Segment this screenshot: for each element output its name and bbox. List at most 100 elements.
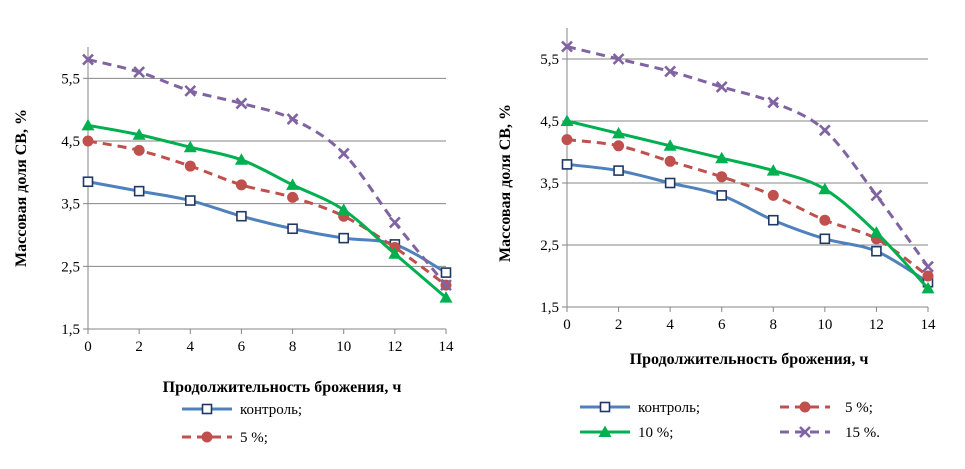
data-point <box>561 159 573 170</box>
data-point <box>133 144 145 156</box>
data-point <box>767 96 780 109</box>
series-10 <box>560 114 935 294</box>
series-line <box>566 45 930 268</box>
data-point <box>921 281 935 294</box>
data-point <box>560 114 574 126</box>
data-point <box>184 160 196 172</box>
legend-entry: контроль; <box>580 400 700 416</box>
data-point <box>439 291 453 303</box>
data-point <box>287 223 298 235</box>
y-tick-label: 2,5 <box>61 259 80 275</box>
y-tick-label: 1,5 <box>61 322 80 338</box>
legend-label: 15 %. <box>845 425 880 441</box>
series-line <box>566 162 929 284</box>
data-point <box>818 124 831 137</box>
x-tick-label: 4 <box>187 339 195 355</box>
data-point <box>235 179 247 191</box>
x-tick-label: 2 <box>135 339 143 355</box>
data-point <box>922 260 934 273</box>
data-point <box>132 128 146 140</box>
x-tick-label: 6 <box>718 317 726 333</box>
data-point <box>236 210 247 222</box>
data-point <box>613 140 625 152</box>
legend-label: контроль; <box>638 400 700 416</box>
data-point <box>235 97 248 110</box>
data-point <box>663 139 677 151</box>
legend-entry: контроль; <box>182 402 302 418</box>
series-15 <box>561 40 934 273</box>
y-axis-title: Массовая доля СВ, % <box>497 104 514 262</box>
data-point <box>612 53 625 65</box>
data-point <box>871 245 882 257</box>
data-point <box>869 226 883 238</box>
data-point <box>715 80 728 93</box>
legend-label: 10 %; <box>638 425 673 441</box>
series-5 <box>82 135 452 291</box>
legend-marker <box>799 401 811 413</box>
legend-marker <box>599 401 611 413</box>
data-point <box>388 247 402 259</box>
data-point <box>82 53 94 66</box>
data-point <box>818 182 832 195</box>
legend-entry: 10 %; <box>580 425 673 441</box>
data-point <box>766 164 780 176</box>
series-15 <box>82 53 452 292</box>
data-point <box>716 190 728 201</box>
legend-label: контроль; <box>240 402 302 418</box>
x-tick-label: 10 <box>817 317 832 333</box>
x-tick-label: 14 <box>439 339 455 355</box>
data-point <box>716 171 728 183</box>
legend-marker <box>598 425 612 437</box>
x-axis-title: Продолжительность брожения, ч <box>630 351 869 368</box>
legend-label: 5 %; <box>845 400 873 416</box>
x-tick-label: 6 <box>238 339 246 355</box>
data-point <box>767 189 779 201</box>
data-point <box>561 40 573 53</box>
chart-2: 1,5 2,5 3,5 4,5 5,5 0 2 4 6 8 10 12 14 Массовая доля … <box>497 28 936 441</box>
data-point <box>561 134 573 146</box>
y-tick-label: 1,5 <box>540 300 559 316</box>
data-point <box>767 214 779 226</box>
data-point <box>440 267 452 278</box>
x-tick-label: 0 <box>84 339 92 355</box>
x-tick-label: 14 <box>921 317 937 333</box>
chart-1: 1,5 2,5 3,5 4,5 5,5 0 2 4 6 8 10 12 14 Массовая доля … <box>13 47 454 446</box>
series-line <box>87 58 448 287</box>
series-контроль <box>561 159 934 288</box>
data-point <box>286 178 300 190</box>
data-point <box>819 214 831 226</box>
x-tick-label: 8 <box>770 317 778 333</box>
data-point <box>338 232 350 244</box>
data-point <box>82 135 94 147</box>
y-tick-label: 3,5 <box>540 176 559 192</box>
data-point <box>715 151 729 164</box>
y-axis-title: Массовая доля СВ, % <box>13 109 30 267</box>
y-tick-label: 4,5 <box>61 134 80 150</box>
data-point <box>337 203 351 215</box>
x-tick-label: 10 <box>336 339 351 355</box>
data-point <box>337 147 350 160</box>
data-point <box>133 185 145 197</box>
data-point <box>286 113 299 125</box>
x-tick-label: 12 <box>869 317 884 333</box>
x-tick-label: 4 <box>666 317 674 333</box>
data-point <box>664 155 676 167</box>
x-tick-label: 2 <box>615 317 623 333</box>
data-point <box>82 176 94 188</box>
y-tick-label: 3,5 <box>61 197 80 213</box>
data-point <box>440 279 452 292</box>
data-point <box>184 84 197 97</box>
series-line <box>87 139 447 287</box>
legend-entry: 5 %; <box>780 400 873 416</box>
x-axis-title: Продолжительность брожения, ч <box>163 379 402 396</box>
legend-label: 5 %; <box>240 430 268 446</box>
legend-marker <box>201 403 213 415</box>
legend-entry: 5 %; <box>182 430 268 446</box>
data-point <box>133 66 146 78</box>
data-point <box>234 153 248 165</box>
y-tick-label: 2,5 <box>540 238 559 254</box>
data-point <box>613 165 624 176</box>
x-tick-label: 12 <box>387 339 402 355</box>
data-point <box>183 140 197 153</box>
